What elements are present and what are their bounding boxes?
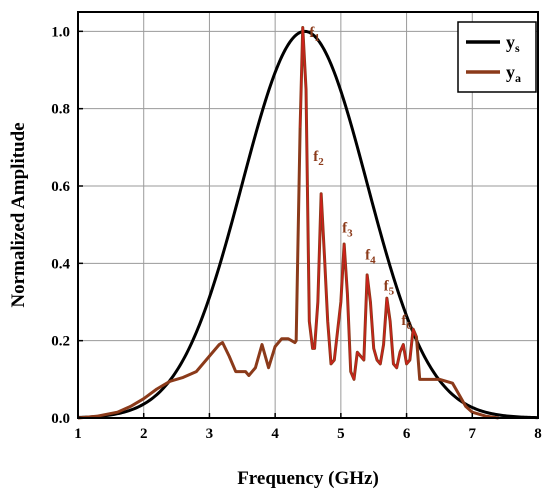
series-line-ya-peaks <box>299 26 418 380</box>
x-tick-label: 3 <box>206 426 214 442</box>
peak-label-f4: f4 <box>365 247 376 266</box>
legend-label-ya: ya <box>506 62 521 85</box>
series-line-ya <box>77 25 499 420</box>
plot-frame <box>77 11 539 419</box>
legend-label-ys: ys <box>506 32 520 55</box>
legend: ys ya <box>457 21 537 93</box>
x-axis-label: Frequency (GHz) <box>237 468 379 489</box>
y-tick-label: 0.8 <box>51 102 70 118</box>
peak-label-f3: f3 <box>342 220 353 239</box>
x-tick-label: 6 <box>403 426 411 442</box>
legend-box <box>457 21 537 93</box>
peak-label-f6: f6 <box>401 313 412 332</box>
plot-series <box>77 25 539 420</box>
x-tick-label: 4 <box>271 426 279 442</box>
x-tick-label: 8 <box>534 426 542 442</box>
x-tick-label: 7 <box>469 426 477 442</box>
y-tick-label: 0.4 <box>51 256 70 272</box>
y-tick-label: 1.0 <box>51 24 70 40</box>
y-tick-label: 0.6 <box>51 179 70 195</box>
x-axis: 1 2 3 4 5 6 7 8 <box>74 413 542 442</box>
y-tick-label: 0.2 <box>51 334 70 350</box>
peak-label-f1: f1 <box>309 25 320 44</box>
peak-label-f2: f2 <box>313 149 324 168</box>
x-tick-label: 5 <box>337 426 345 442</box>
y-axis: 0.0 0.2 0.4 0.6 0.8 1.0 <box>51 24 83 427</box>
y-tick-label: 0.0 <box>51 411 70 427</box>
peak-label-f5: f5 <box>384 278 395 297</box>
x-tick-label: 1 <box>74 426 82 442</box>
peak-annotations: f1 f2 f3 f4 f5 f6 <box>309 25 412 332</box>
y-axis-label: Normalized Amplitude <box>8 122 29 307</box>
x-tick-label: 2 <box>140 426 148 442</box>
